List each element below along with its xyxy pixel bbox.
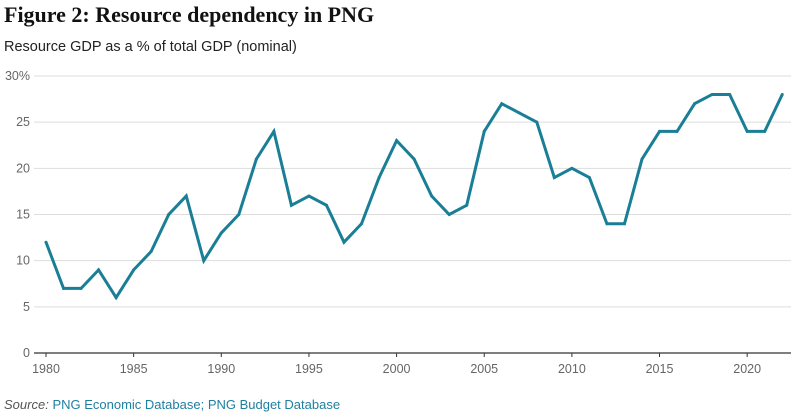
data-point (377, 176, 381, 180)
data-point (132, 268, 136, 272)
y-axis-tick-labels: 0 5 10 15 20 25 30% (5, 69, 30, 360)
x-tick-label: 1990 (207, 362, 235, 376)
data-point (307, 194, 311, 198)
series-layer (44, 92, 784, 301)
source-separator: ; (200, 397, 205, 412)
data-point (605, 222, 609, 226)
data-point (202, 259, 206, 263)
data-point (79, 286, 83, 290)
data-point (780, 92, 784, 96)
x-axis-tick-labels: 1980 1985 1990 1995 2000 2005 2010 2015 2020 (32, 353, 761, 376)
gridlines (34, 75, 791, 354)
data-point (552, 176, 556, 180)
x-tick-label: 1995 (295, 362, 323, 376)
y-tick-label: 10 (16, 254, 30, 268)
data-point (710, 92, 714, 96)
data-point (254, 157, 258, 161)
data-point (62, 286, 66, 290)
data-point (167, 213, 171, 216)
data-point (149, 249, 153, 253)
x-tick-label: 1980 (32, 362, 60, 376)
x-tick-label: 2015 (646, 362, 674, 376)
data-point (360, 222, 364, 226)
data-point (289, 203, 293, 207)
data-point (430, 194, 434, 198)
source-link-economic-database[interactable]: PNG Economic Database (52, 397, 201, 412)
data-point (570, 166, 574, 170)
source-label: Source: (4, 397, 49, 412)
x-tick-label: 2020 (733, 362, 761, 376)
data-point (97, 268, 101, 272)
data-point (587, 176, 591, 180)
x-tick-label: 1985 (120, 362, 148, 376)
figure-title: Figure 2: Resource dependency in PNG (4, 2, 375, 27)
data-point (745, 129, 749, 133)
data-point (482, 129, 486, 133)
y-tick-label: 5 (23, 300, 30, 314)
data-point (465, 203, 469, 207)
y-tick-label: 20 (16, 161, 30, 175)
data-point (447, 213, 451, 216)
data-point (640, 157, 644, 161)
y-tick-label: 0 (23, 346, 30, 360)
data-point (500, 102, 504, 106)
data-point (693, 102, 697, 106)
data-point (728, 92, 732, 96)
data-point (395, 139, 399, 143)
data-point (517, 111, 521, 115)
y-tick-label: 30% (5, 69, 30, 83)
data-point (342, 240, 346, 244)
data-point (535, 120, 539, 124)
chart-subtitle: Resource GDP as a % of total GDP (nomina… (4, 39, 297, 55)
data-point (658, 129, 662, 133)
data-point (219, 231, 223, 235)
x-tick-label: 2010 (558, 362, 586, 376)
data-point (114, 296, 118, 300)
data-point (272, 129, 276, 133)
source-link-budget-database[interactable]: PNG Budget Database (207, 397, 341, 412)
data-point (44, 240, 48, 244)
series-line (44, 92, 784, 301)
data-point (675, 129, 679, 133)
data-point (763, 129, 767, 133)
data-point (237, 213, 241, 216)
source-note: Source: PNG Economic Database; PNG Budge… (4, 396, 340, 414)
y-tick-label: 25 (16, 115, 30, 129)
data-point (412, 157, 416, 161)
x-tick-label: 2000 (383, 362, 411, 376)
y-tick-label: 15 (16, 208, 30, 222)
data-point (184, 194, 188, 198)
data-point (622, 222, 626, 226)
data-point (324, 203, 328, 207)
x-tick-label: 2005 (470, 362, 498, 376)
